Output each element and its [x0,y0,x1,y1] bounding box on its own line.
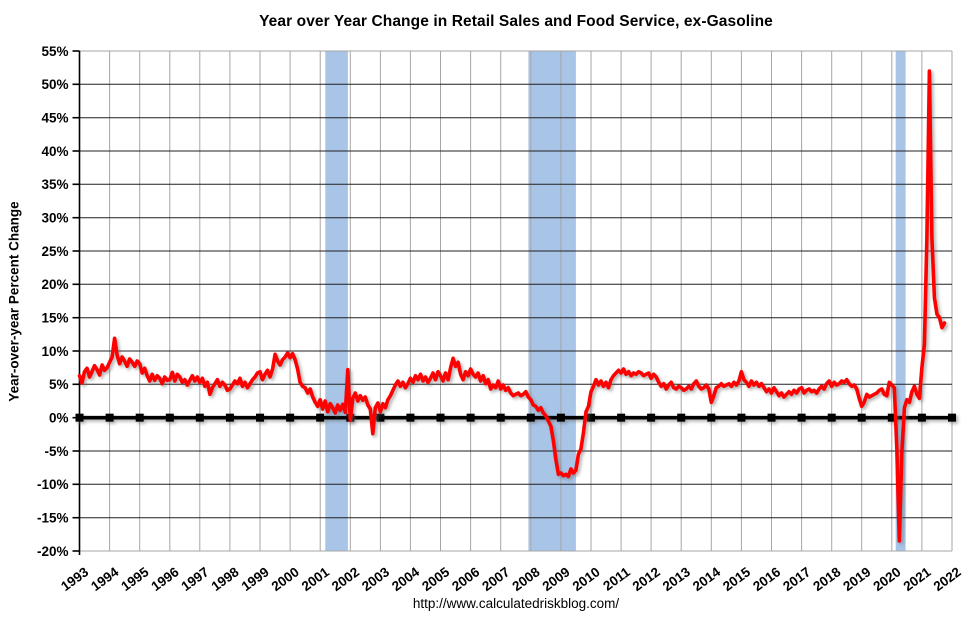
y-tick-label: 25% [41,244,68,259]
y-tick-label: 0% [49,411,69,426]
y-tick-label: -10% [37,477,69,492]
x-tick-label: 1993 [58,564,92,594]
x-tick-label: 1998 [209,564,243,594]
recession-band [325,51,348,551]
recession-band [528,51,576,551]
zero-line-marker [496,413,505,422]
recession-band [895,51,906,551]
zero-line-marker [406,413,415,422]
zero-line-marker [195,413,204,422]
zero-line-marker [526,413,535,422]
x-tick-label: 2003 [359,564,393,594]
zero-line-marker [286,413,295,422]
zero-line-marker [135,413,144,422]
y-tick-label: -5% [44,444,68,459]
zero-line-marker [165,413,174,422]
zero-line-marker [797,413,806,422]
x-tick-label: 2017 [780,564,813,594]
y-tick-label: 20% [41,277,68,292]
x-tick-label: 1996 [148,564,182,594]
zero-line-marker [466,413,475,422]
zero-line-marker [677,413,686,422]
x-tick-label: 1994 [88,564,122,594]
x-tick-label: 2007 [479,564,512,594]
x-tick-label: 2008 [509,564,543,594]
y-tick-label: 55% [41,44,68,59]
zero-line-marker [617,413,626,422]
x-tick-label: 2009 [540,564,573,594]
chart-title: Year over Year Change in Retail Sales an… [259,13,773,30]
y-tick-label: 40% [41,144,68,159]
zero-line-marker [587,413,595,422]
x-tick-label: 2005 [419,564,453,594]
zero-line-marker [556,413,565,422]
zero-line-marker [737,413,746,422]
y-tick-label: 45% [41,111,68,126]
zero-line-marker [316,413,325,422]
y-tick-label: 50% [41,77,68,92]
zero-line-marker [75,413,84,422]
x-tick-label: 1997 [178,564,211,594]
x-tick-label: 2004 [389,564,423,594]
y-tick-label: 15% [41,311,68,326]
x-tick-label: 2021 [901,564,935,594]
x-tick-label: 2014 [690,564,724,594]
x-tick-label: 2018 [810,564,844,594]
zero-line-marker [827,413,836,422]
x-tick-label: 2013 [660,564,694,594]
x-tick-label: 2011 [600,564,633,594]
zero-line-marker [376,413,385,422]
x-tick-label: 2022 [931,564,964,594]
x-tick-label: 2001 [299,564,333,594]
zero-line-marker [767,413,776,422]
x-tick-label: 2000 [269,564,302,594]
zero-line-marker [436,413,445,422]
zero-line-marker [256,413,264,422]
zero-line-marker [887,413,896,422]
zero-line-marker [917,413,926,422]
x-tick-label: 2006 [449,564,483,594]
zero-line-marker [707,413,716,422]
y-tick-label: -15% [37,511,69,526]
x-tick-label: 2002 [329,564,362,594]
y-tick-label: 35% [41,177,68,192]
data-line [77,69,947,543]
x-tick-label: 2019 [840,564,873,594]
x-tick-label: 1999 [239,564,272,594]
footer-url: http://www.calculatedriskblog.com/ [412,596,620,611]
x-tick-label: 2020 [870,564,903,594]
y-tick-label: -20% [37,544,69,559]
x-tick-label: 2016 [750,564,784,594]
zero-line-marker [225,413,234,422]
y-tick-label: 30% [41,211,68,226]
y-tick-label: 5% [49,377,69,392]
x-tick-label: 2010 [570,564,603,594]
zero-line-marker [857,413,866,422]
series-group [77,69,947,543]
zero-line-marker [647,413,656,422]
zero-line-marker [948,413,956,422]
y-tick-label: 10% [41,344,68,359]
x-tick-label: 1995 [118,564,152,594]
x-tick-label: 2012 [630,564,663,594]
zero-line-group [75,413,956,422]
zero-line-marker [105,413,114,422]
x-tick-label: 2015 [720,564,754,594]
